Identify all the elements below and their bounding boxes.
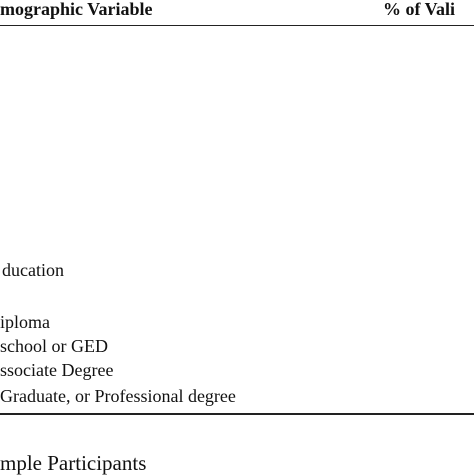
header-cell: % of Vali [383, 0, 456, 19]
row-label: iploma [0, 312, 50, 332]
caption: mple Participants [0, 451, 147, 475]
rule [0, 413, 474, 415]
rule [0, 25, 474, 26]
header-cell: mographic Variable [0, 0, 153, 19]
row-label: ssociate Degree [0, 360, 114, 380]
row-label: Graduate, or Professional degree [0, 386, 236, 406]
row-label: school or GED [0, 336, 108, 356]
section-label: ducation [2, 260, 64, 280]
